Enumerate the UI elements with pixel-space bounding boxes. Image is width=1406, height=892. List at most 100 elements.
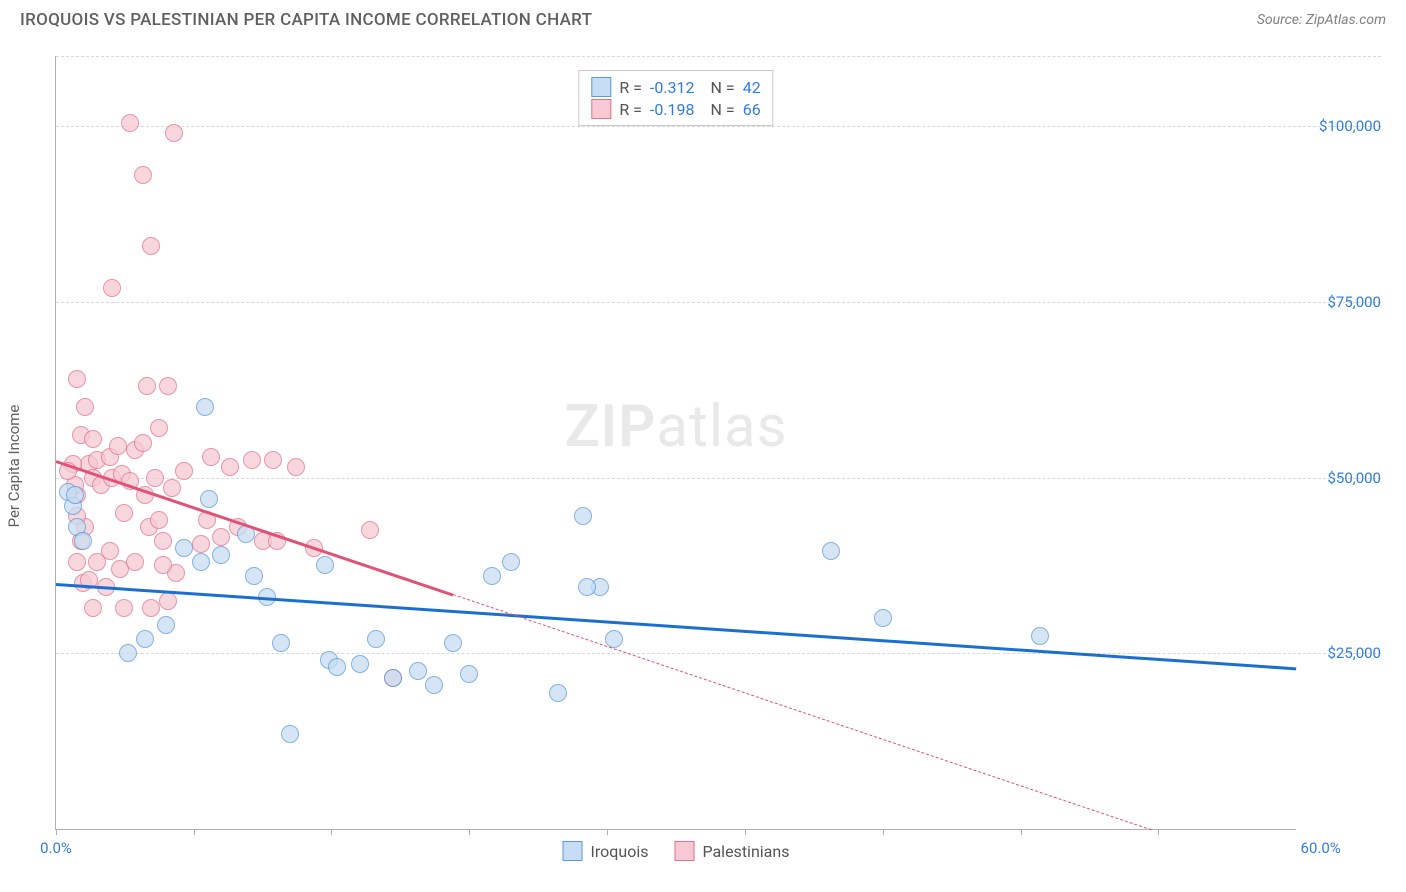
data-point (159, 592, 177, 610)
data-point (243, 451, 261, 469)
data-point (212, 546, 230, 564)
stat-r-label: R = (619, 100, 642, 119)
data-point (202, 448, 220, 466)
data-point (351, 655, 369, 673)
data-point (121, 114, 139, 132)
gridline (56, 653, 1381, 654)
data-point (103, 279, 121, 297)
trend-line (56, 583, 1296, 670)
data-point (578, 578, 596, 596)
data-point (109, 437, 127, 455)
data-point (165, 124, 183, 142)
data-point (134, 166, 152, 184)
data-point (115, 504, 133, 522)
data-point (272, 634, 290, 652)
data-point (212, 528, 230, 546)
data-point (146, 469, 164, 487)
data-point (68, 370, 86, 388)
x-tick-label: 0.0% (40, 839, 72, 857)
stat-n-value: 66 (743, 100, 761, 119)
data-point (221, 458, 239, 476)
data-point (483, 567, 501, 585)
stat-r-value: -0.198 (650, 100, 695, 119)
data-point (281, 725, 299, 743)
stat-r-value: -0.312 (650, 78, 695, 97)
y-tick-label: $100,000 (1306, 117, 1381, 135)
chart-container: Per Capita Income ZIPatlas $25,000$50,00… (20, 44, 1386, 870)
legend-swatch (674, 841, 694, 861)
data-point (157, 616, 175, 634)
data-point (822, 542, 840, 560)
data-point (367, 630, 385, 648)
data-point (264, 451, 282, 469)
chart-title: IROQUOIS VS PALESTINIAN PER CAPITA INCOM… (20, 10, 592, 30)
data-point (874, 609, 892, 627)
data-point (361, 521, 379, 539)
data-point (192, 553, 210, 571)
x-tick (745, 829, 746, 835)
data-point (154, 556, 172, 574)
data-point (88, 553, 106, 571)
x-tick (1021, 829, 1022, 835)
legend-label: Palestinians (702, 842, 789, 861)
x-tick (883, 829, 884, 835)
data-point (115, 599, 133, 617)
x-tick (331, 829, 332, 835)
data-point (409, 662, 427, 680)
data-point (549, 684, 567, 702)
legend-swatch (591, 77, 611, 97)
data-point (134, 434, 152, 452)
data-point (502, 553, 520, 571)
data-point (1031, 627, 1049, 645)
stat-r-label: R = (619, 78, 642, 97)
plot-area: ZIPatlas $25,000$50,000$75,000$100,0000.… (55, 56, 1296, 830)
data-point (192, 535, 210, 553)
data-point (175, 539, 193, 557)
data-point (444, 634, 462, 652)
data-point (76, 398, 94, 416)
stat-n-value: 42 (743, 78, 761, 97)
header: IROQUOIS VS PALESTINIAN PER CAPITA INCOM… (0, 0, 1406, 36)
legend-item: Palestinians (674, 841, 789, 861)
data-point (200, 490, 218, 508)
legend-label: Iroquois (591, 842, 649, 861)
data-point (66, 486, 84, 504)
data-point (574, 507, 592, 525)
source-attribution: Source: ZipAtlas.com (1257, 12, 1386, 28)
watermark-text: ZIPatlas (564, 393, 787, 461)
data-point (175, 462, 193, 480)
legend-swatch (563, 841, 583, 861)
data-point (126, 553, 144, 571)
x-tick (194, 829, 195, 835)
data-point (425, 676, 443, 694)
data-point (159, 377, 177, 395)
data-point (84, 430, 102, 448)
data-point (138, 377, 156, 395)
legend-item: Iroquois (563, 841, 649, 861)
y-tick-label: $25,000 (1306, 644, 1381, 662)
data-point (119, 644, 137, 662)
data-point (328, 658, 346, 676)
data-point (142, 237, 160, 255)
stat-n-label: N = (711, 100, 735, 119)
legend-swatch (591, 99, 611, 119)
data-point (142, 599, 160, 617)
bottom-legend: Iroquois Palestinians (563, 841, 790, 861)
data-point (136, 630, 154, 648)
gridline (56, 56, 1381, 57)
gridline (56, 126, 1381, 127)
x-tick (469, 829, 470, 835)
data-point (84, 599, 102, 617)
data-point (150, 511, 168, 529)
data-point (245, 567, 263, 585)
data-point (154, 532, 172, 550)
gridline (56, 302, 1381, 303)
stat-n-label: N = (711, 78, 735, 97)
stats-legend: R = -0.312 N = 42 R = -0.198 N = 66 (578, 70, 773, 126)
data-point (74, 532, 92, 550)
y-tick-label: $50,000 (1306, 469, 1381, 487)
data-point (287, 458, 305, 476)
data-point (384, 669, 402, 687)
x-tick-label: 60.0% (1301, 839, 1341, 857)
data-point (150, 419, 168, 437)
